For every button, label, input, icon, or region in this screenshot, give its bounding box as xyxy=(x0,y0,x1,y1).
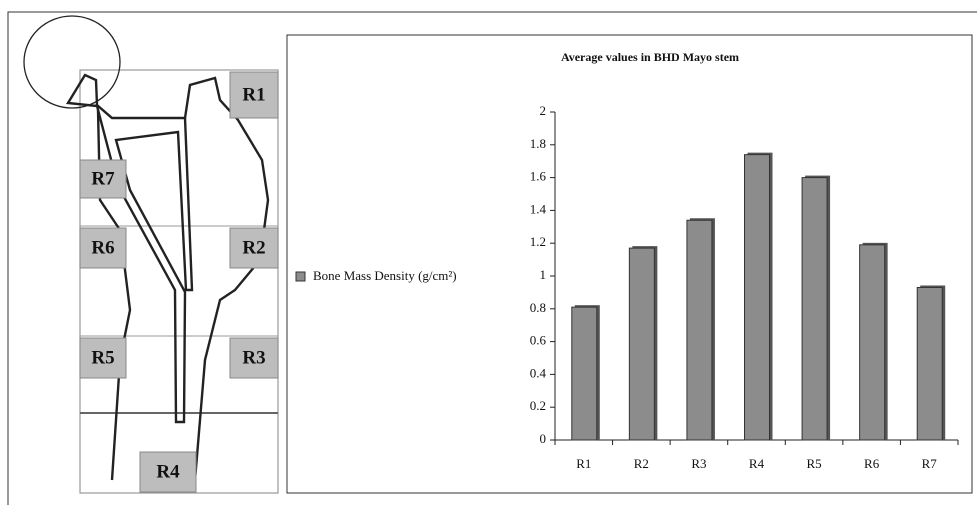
x-tick-label: R6 xyxy=(864,456,880,471)
zone-box xyxy=(229,71,279,119)
zone-label: R5 xyxy=(91,347,114,368)
zone-label: R7 xyxy=(91,168,115,189)
y-tick-label: 1.6 xyxy=(530,169,547,184)
zone-box xyxy=(79,337,127,379)
y-tick-label: 1.8 xyxy=(530,136,546,151)
x-tick-label: R4 xyxy=(749,456,765,471)
y-tick-label: 1 xyxy=(540,267,547,282)
zone-label: R3 xyxy=(242,347,265,368)
y-tick-label: 0.2 xyxy=(530,398,546,413)
x-tick-label: R3 xyxy=(691,456,706,471)
bar xyxy=(744,154,770,441)
legend-swatch xyxy=(295,271,306,282)
bar xyxy=(686,219,713,441)
zone-box xyxy=(229,337,279,379)
y-tick-label: 0.4 xyxy=(530,365,547,380)
x-tick-label: R5 xyxy=(806,456,821,471)
x-tick-label: R7 xyxy=(922,456,938,471)
zone-label: R6 xyxy=(91,237,114,258)
bar xyxy=(628,247,655,441)
zone-box xyxy=(229,227,279,269)
x-tick-label: R1 xyxy=(576,456,591,471)
y-tick-label: 0.6 xyxy=(530,333,547,348)
bone-outline xyxy=(183,76,270,481)
zone-label: R1 xyxy=(242,84,265,105)
bar xyxy=(916,286,943,441)
y-tick-label: 1.2 xyxy=(530,234,546,249)
zone-box xyxy=(139,451,197,493)
bar xyxy=(859,244,886,441)
x-tick-label: R2 xyxy=(634,456,649,471)
bar xyxy=(801,177,828,441)
region-box xyxy=(79,69,279,494)
zone-label: R4 xyxy=(156,461,180,482)
femoral-head xyxy=(23,15,121,109)
bar xyxy=(571,306,598,441)
zone-box xyxy=(79,227,127,269)
y-tick-label: 1.4 xyxy=(530,201,547,216)
y-tick-label: 0.8 xyxy=(530,300,546,315)
legend-label: Bone Mass Density (g/cm²) xyxy=(313,268,457,283)
y-tick-label: 2 xyxy=(540,103,547,118)
y-tick-label: 0 xyxy=(540,431,547,446)
zone-label: R2 xyxy=(242,237,265,258)
femur-diagram: R1 R2 R3 R4 R5 R6 R7 xyxy=(23,15,279,494)
zone-box xyxy=(79,159,127,199)
frame xyxy=(7,11,977,505)
chart-frame xyxy=(286,34,973,494)
chart-title: Average values in BHD Mayo stem xyxy=(561,50,739,64)
